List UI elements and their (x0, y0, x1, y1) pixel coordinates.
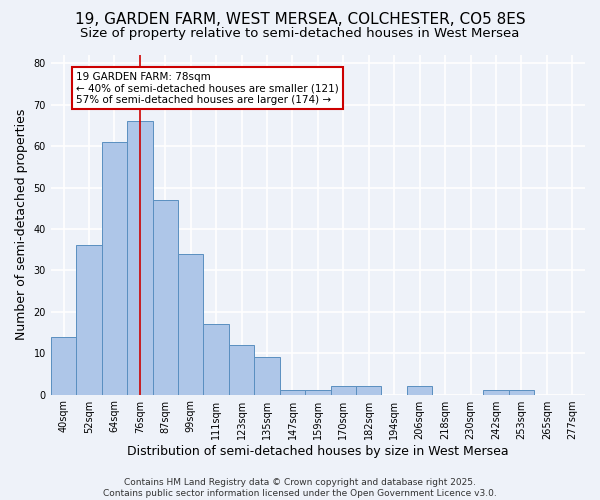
Bar (356, 386, 382, 394)
Bar (203, 324, 229, 394)
Text: Contains HM Land Registry data © Crown copyright and database right 2025.
Contai: Contains HM Land Registry data © Crown c… (103, 478, 497, 498)
X-axis label: Distribution of semi-detached houses by size in West Mersea: Distribution of semi-detached houses by … (127, 444, 509, 458)
Bar (229, 345, 254, 395)
Bar (483, 390, 509, 394)
Bar (152, 200, 178, 394)
Bar (254, 358, 280, 395)
Text: 19, GARDEN FARM, WEST MERSEA, COLCHESTER, CO5 8ES: 19, GARDEN FARM, WEST MERSEA, COLCHESTER… (74, 12, 526, 28)
Text: 19 GARDEN FARM: 78sqm
← 40% of semi-detached houses are smaller (121)
57% of sem: 19 GARDEN FARM: 78sqm ← 40% of semi-deta… (76, 72, 339, 105)
Bar (280, 390, 305, 394)
Bar (51, 336, 76, 394)
Bar (509, 390, 534, 394)
Bar (76, 246, 101, 394)
Bar (305, 390, 331, 394)
Bar (127, 122, 152, 394)
Text: Size of property relative to semi-detached houses in West Mersea: Size of property relative to semi-detach… (80, 28, 520, 40)
Bar (331, 386, 356, 394)
Bar (101, 142, 127, 395)
Y-axis label: Number of semi-detached properties: Number of semi-detached properties (15, 109, 28, 340)
Bar (407, 386, 433, 394)
Bar (178, 254, 203, 394)
